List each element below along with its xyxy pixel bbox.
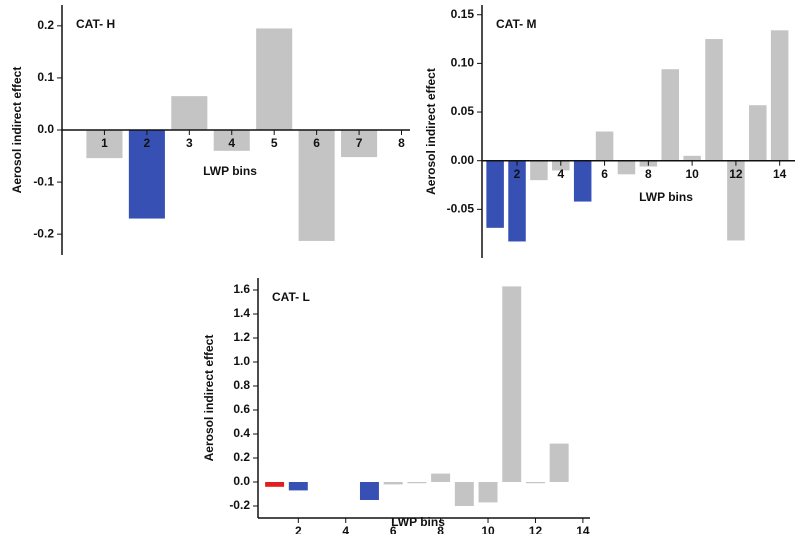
y-axis-label: Aerosol indirect effect <box>424 68 438 195</box>
x-axis-label: LWP bins <box>203 164 257 178</box>
x-tick-label: 7 <box>356 136 363 150</box>
bar <box>525 482 545 484</box>
chart-title: CAT- M <box>496 17 536 31</box>
x-tick-label: 6 <box>601 167 608 181</box>
x-tick-label: 14 <box>576 524 590 534</box>
bar <box>486 160 504 228</box>
y-tick-label: 1.2 <box>233 330 250 344</box>
bar <box>770 30 789 161</box>
bar <box>502 286 522 482</box>
y-tick-label: 0.10 <box>451 56 475 70</box>
x-tick-label: 2 <box>144 136 151 150</box>
y-tick-label: 0.15 <box>451 7 475 21</box>
x-tick-label: 3 <box>186 136 193 150</box>
x-tick-label: 10 <box>685 167 699 181</box>
bar <box>359 482 379 500</box>
x-tick-label: 4 <box>557 167 564 181</box>
y-tick-label: 0.1 <box>37 70 54 84</box>
y-tick-label: 0.8 <box>233 378 250 392</box>
bar <box>478 482 498 503</box>
x-tick-label: 4 <box>342 524 349 534</box>
x-tick-label: 8 <box>437 524 444 534</box>
bar <box>128 130 165 219</box>
bar <box>171 96 208 130</box>
x-tick-label: 2 <box>514 167 521 181</box>
x-tick-label: 5 <box>271 136 278 150</box>
y-tick-label: 0.4 <box>233 426 250 440</box>
bar <box>431 473 451 482</box>
y-tick-label: -0.2 <box>229 498 250 512</box>
bar <box>256 28 293 130</box>
x-tick-label: 12 <box>529 524 543 534</box>
x-tick-label: 2 <box>295 524 302 534</box>
bar <box>749 105 767 161</box>
bar <box>683 155 701 161</box>
y-tick-label: 1.6 <box>233 282 250 296</box>
y-tick-label: 1.0 <box>233 354 250 368</box>
y-axis-label: Aerosol indirect effect <box>202 335 216 462</box>
x-tick-label: 1 <box>101 136 108 150</box>
y-tick-label: 0.0 <box>233 474 250 488</box>
y-tick-label: 1.4 <box>233 306 250 320</box>
y-axis-label: Aerosol indirect effect <box>10 67 24 194</box>
x-axis-label: LWP bins <box>391 515 445 529</box>
bar <box>383 482 403 485</box>
chart-title: CAT- L <box>272 290 310 304</box>
chart-title: CAT- H <box>76 17 115 31</box>
x-tick-label: 4 <box>228 136 235 150</box>
x-tick-label: 14 <box>773 167 787 181</box>
bar <box>705 39 723 161</box>
y-tick-label: -0.2 <box>33 226 54 240</box>
bar <box>661 69 679 161</box>
x-tick-label: 8 <box>398 136 405 150</box>
x-axis-label: LWP bins <box>639 190 693 204</box>
y-tick-label: 0.00 <box>451 153 475 167</box>
y-tick-label: 0.2 <box>37 18 54 32</box>
bar <box>508 160 526 242</box>
bar <box>617 160 636 175</box>
bar <box>213 130 250 151</box>
bar <box>265 482 285 487</box>
y-tick-label: 0.0 <box>37 122 54 136</box>
x-tick-label: 8 <box>645 167 652 181</box>
x-tick-label: 12 <box>729 167 743 181</box>
bar <box>288 482 308 491</box>
y-tick-label: 0.6 <box>233 402 250 416</box>
y-tick-label: 0.2 <box>233 450 250 464</box>
x-tick-label: 6 <box>313 136 320 150</box>
bar <box>298 130 335 241</box>
bar <box>573 160 592 202</box>
x-tick-label: 6 <box>390 524 397 534</box>
x-tick-label: 10 <box>481 524 495 534</box>
bar <box>549 443 569 482</box>
bar <box>454 482 474 506</box>
bar <box>595 131 614 161</box>
y-tick-label: -0.05 <box>447 202 475 216</box>
bar <box>727 160 745 241</box>
bar <box>407 482 427 484</box>
y-tick-label: -0.1 <box>33 174 54 188</box>
y-tick-label: 0.05 <box>451 104 475 118</box>
bar <box>530 160 548 181</box>
